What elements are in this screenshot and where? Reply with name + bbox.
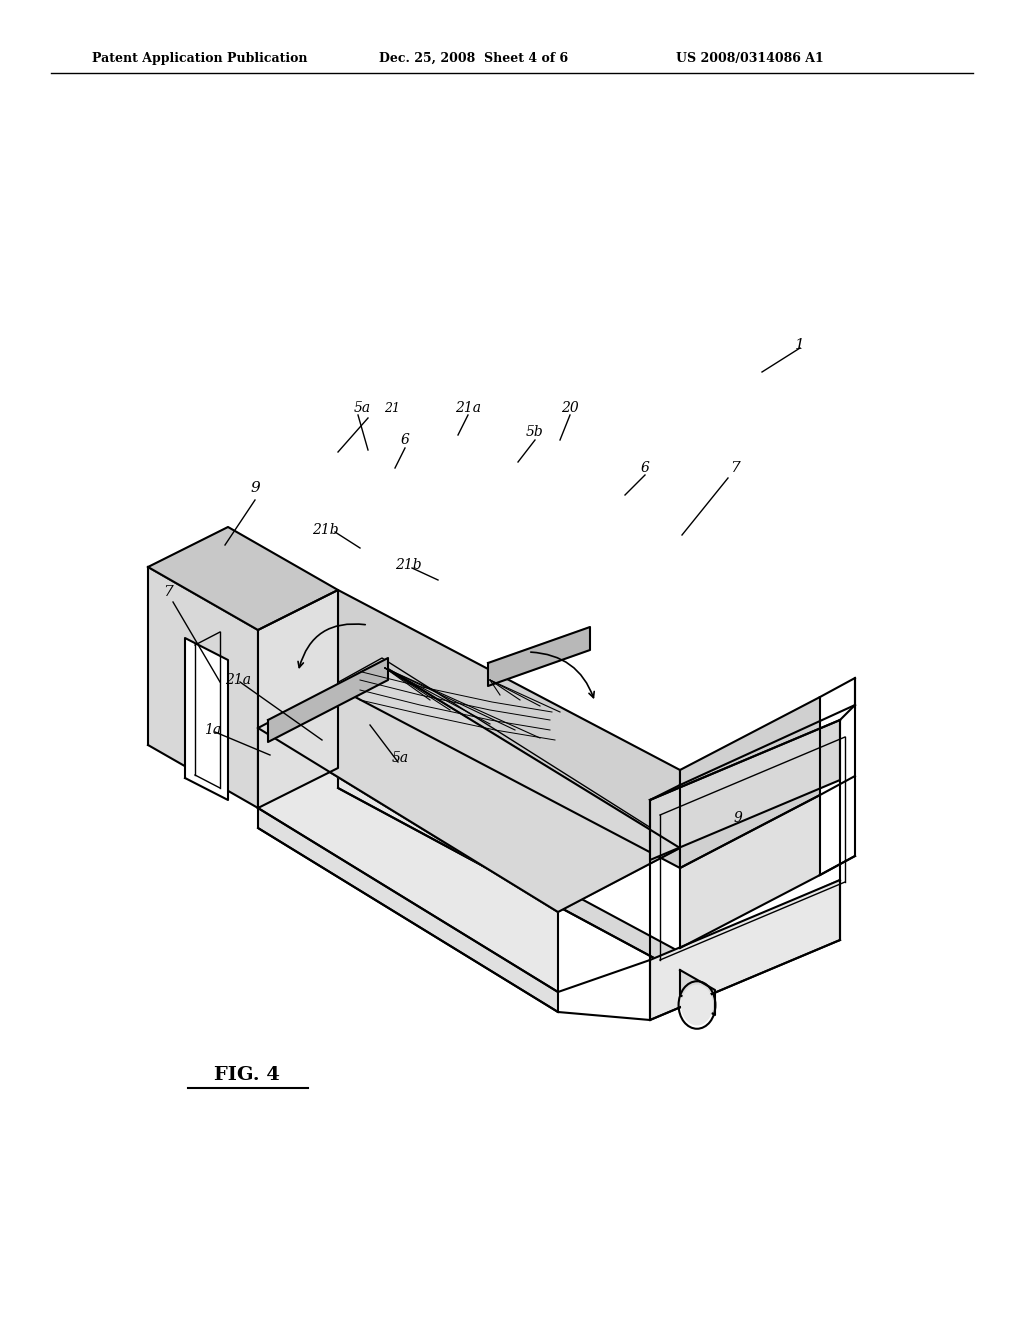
Text: 21b: 21b: [311, 523, 338, 537]
Text: 5a: 5a: [391, 751, 409, 766]
Polygon shape: [270, 657, 670, 902]
Polygon shape: [338, 590, 680, 869]
Polygon shape: [488, 627, 590, 686]
Text: Dec. 25, 2008  Sheet 4 of 6: Dec. 25, 2008 Sheet 4 of 6: [379, 51, 568, 65]
Polygon shape: [258, 808, 558, 1012]
Text: 21: 21: [384, 401, 400, 414]
Text: 1: 1: [795, 338, 805, 352]
Polygon shape: [258, 664, 680, 912]
Circle shape: [682, 985, 713, 1024]
Polygon shape: [148, 568, 258, 808]
Text: 6: 6: [400, 433, 410, 447]
Polygon shape: [680, 697, 820, 869]
Polygon shape: [258, 590, 338, 808]
Text: 6: 6: [641, 461, 649, 475]
Polygon shape: [338, 768, 680, 972]
Text: 9: 9: [250, 480, 260, 495]
Polygon shape: [148, 527, 338, 630]
Text: 21a: 21a: [455, 401, 481, 414]
Polygon shape: [185, 638, 228, 800]
Text: US 2008/0314086 A1: US 2008/0314086 A1: [676, 51, 823, 65]
Polygon shape: [680, 795, 820, 948]
Polygon shape: [268, 657, 388, 742]
Text: 5b: 5b: [526, 425, 544, 440]
Text: 21b: 21b: [394, 558, 421, 572]
Text: 7: 7: [163, 585, 173, 599]
Text: 5a: 5a: [353, 401, 371, 414]
Text: 20: 20: [561, 401, 579, 414]
Polygon shape: [258, 664, 680, 912]
Text: FIG. 4: FIG. 4: [214, 1067, 280, 1084]
Polygon shape: [258, 729, 558, 993]
Text: 21a: 21a: [225, 673, 251, 686]
Text: 7: 7: [730, 461, 740, 475]
Polygon shape: [650, 719, 840, 861]
Text: 9: 9: [733, 810, 742, 825]
Text: 1a: 1a: [205, 723, 221, 737]
Text: Patent Application Publication: Patent Application Publication: [92, 51, 307, 65]
Polygon shape: [650, 880, 840, 1020]
Polygon shape: [680, 970, 715, 1015]
